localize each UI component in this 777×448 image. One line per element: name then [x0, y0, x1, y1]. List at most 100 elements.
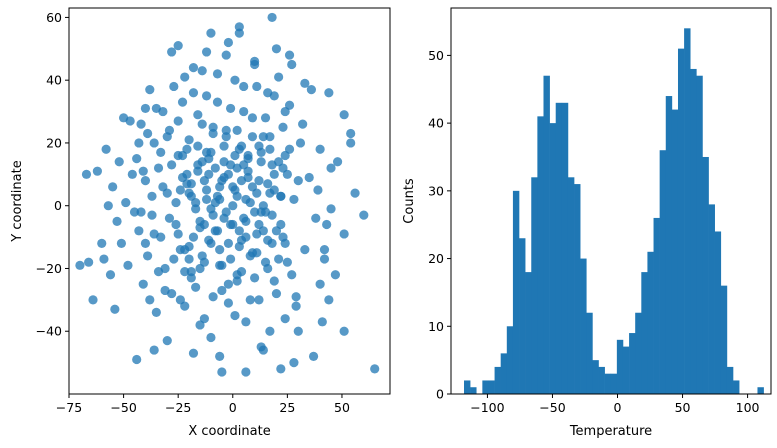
- scatter-point: [164, 213, 175, 223]
- histogram-bar: [470, 387, 477, 394]
- histogram-bar: [616, 339, 624, 394]
- scatter-point: [306, 84, 316, 95]
- histogram-bar: [684, 28, 691, 394]
- histogram-bar: [604, 373, 612, 394]
- scatter-point: [322, 219, 332, 230]
- scatter-point: [188, 348, 199, 358]
- histogram-x-ticks: −100 −50 0 50 100: [470, 394, 760, 415]
- scatter-point: [250, 273, 260, 283]
- scatter-point: [346, 128, 356, 139]
- scatter-point: [265, 326, 275, 336]
- scatter-point: [223, 37, 234, 48]
- scatter-point: [215, 182, 225, 192]
- scatter-point: [267, 12, 277, 23]
- scatter-point: [103, 201, 113, 211]
- scatter-point: [97, 238, 107, 248]
- histogram-x-tick-label: −50: [539, 400, 565, 415]
- histogram-x-tick-label: −100: [470, 400, 504, 415]
- scatter-point: [169, 81, 179, 92]
- histogram-bar: [519, 238, 526, 394]
- scatter-point: [149, 229, 159, 239]
- histogram-bar: [690, 68, 697, 395]
- histogram-bar: [629, 333, 636, 394]
- scatter-point: [81, 169, 92, 179]
- scatter-x-tick-label: −25: [165, 400, 191, 415]
- scatter-point: [114, 157, 124, 167]
- scatter-point: [230, 150, 240, 161]
- scatter-point: [287, 270, 297, 280]
- scatter-point: [280, 314, 290, 324]
- scatter-point: [201, 147, 212, 157]
- scatter-point: [225, 254, 236, 264]
- histogram-bar: [733, 380, 740, 394]
- scatter-point: [256, 207, 266, 217]
- scatter-point: [132, 154, 142, 164]
- scatter-point: [206, 332, 216, 343]
- scatter-point: [243, 154, 253, 164]
- scatter-point: [252, 229, 262, 239]
- scatter-point: [210, 163, 220, 173]
- scatter-point: [138, 166, 148, 176]
- scatter-y-tick-label: 40: [46, 73, 62, 88]
- scatter-point: [110, 304, 120, 314]
- scatter-point: [121, 197, 131, 208]
- scatter-point: [278, 163, 288, 173]
- scatter-point: [169, 254, 179, 264]
- scatter-point: [123, 260, 133, 270]
- scatter-axes-frame: [68, 7, 391, 395]
- histogram-bars-layer: [464, 28, 764, 395]
- scatter-point: [136, 207, 146, 217]
- histogram-plot: −100 −50 0 50 100 0 10 20 30 40 50 Temperature Co…: [402, 7, 772, 439]
- scatter-point: [143, 251, 153, 261]
- scatter-point: [308, 351, 319, 361]
- scatter-point: [191, 197, 201, 208]
- scatter-point: [208, 292, 218, 302]
- scatter-point: [265, 144, 275, 154]
- scatter-point: [271, 226, 282, 236]
- scatter-point: [116, 238, 127, 248]
- scatter-point: [300, 245, 310, 255]
- scatter-point: [184, 135, 194, 145]
- histogram-y-tick-label: 0: [436, 387, 444, 402]
- scatter-point: [171, 219, 181, 230]
- scatter-point: [326, 204, 336, 214]
- scatter-point: [158, 182, 168, 192]
- scatter-point: [193, 110, 203, 120]
- scatter-point: [254, 141, 264, 151]
- histogram-bar: [488, 380, 495, 394]
- histogram-x-tick-label: 100: [736, 400, 760, 415]
- scatter-y-tick-label: −40: [36, 324, 62, 339]
- scatter-point: [250, 207, 260, 217]
- scatter-point: [274, 254, 284, 264]
- histogram-bar: [720, 285, 728, 394]
- histogram-bar: [598, 366, 605, 394]
- histogram-y-ticks: 0 10 20 30 40 50: [428, 48, 451, 402]
- scatter-point: [171, 197, 181, 208]
- histogram-bar: [531, 177, 538, 394]
- scatter-point: [239, 106, 249, 117]
- scatter-y-tick-label: 0: [54, 198, 62, 213]
- scatter-point: [282, 257, 292, 267]
- scatter-point: [311, 213, 321, 223]
- scatter-point: [284, 100, 295, 110]
- histogram-bar: [537, 116, 544, 394]
- scatter-point: [199, 176, 209, 186]
- scatter-point: [239, 81, 249, 92]
- scatter-point: [271, 44, 282, 54]
- scatter-point: [247, 248, 258, 258]
- scatter-point: [167, 47, 177, 57]
- scatter-point: [236, 141, 247, 151]
- histogram-bar: [659, 150, 667, 394]
- scatter-point: [269, 169, 279, 179]
- scatter-point: [284, 50, 295, 60]
- scatter-point: [177, 150, 188, 161]
- scatter-point: [186, 179, 196, 189]
- histogram-x-tick-label: 0: [614, 400, 622, 415]
- scatter-point: [108, 182, 118, 192]
- histogram-y-tick-label: 30: [428, 183, 444, 198]
- scatter-point: [332, 157, 343, 167]
- scatter-point: [173, 229, 183, 239]
- histogram-bar: [726, 366, 734, 394]
- scatter-point: [92, 166, 102, 176]
- scatter-point: [247, 132, 258, 142]
